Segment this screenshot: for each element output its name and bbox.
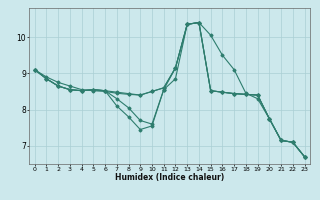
X-axis label: Humidex (Indice chaleur): Humidex (Indice chaleur) [115, 173, 224, 182]
